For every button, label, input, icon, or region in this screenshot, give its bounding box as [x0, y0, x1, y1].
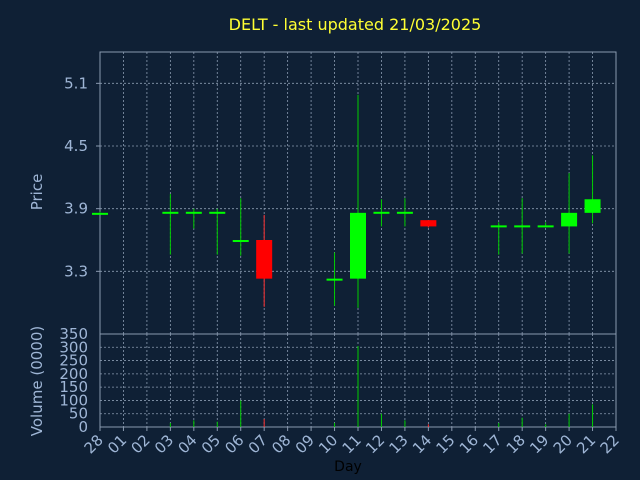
- volume-tick-label: 200: [59, 365, 88, 383]
- x-tick-label-03: 03: [151, 431, 177, 457]
- x-tick-label-12: 12: [362, 431, 388, 457]
- candle-body-05: [209, 211, 226, 214]
- x-tick-label-10: 10: [315, 431, 341, 457]
- x-tick-label-14: 14: [409, 431, 435, 457]
- candle-body-21: [584, 199, 601, 213]
- volume-tick-label: 100: [59, 391, 88, 409]
- x-tick-label-13: 13: [386, 431, 412, 457]
- x-tick-label-18: 18: [503, 431, 529, 457]
- volume-tick-label: 0: [78, 418, 88, 436]
- x-tick-label-11: 11: [339, 431, 365, 457]
- candle-body-19: [537, 225, 554, 228]
- candle-body-17: [490, 225, 507, 228]
- candle-body-14: [420, 220, 437, 227]
- candle-body-28: [92, 212, 108, 215]
- volume-tick-label: 150: [59, 378, 88, 396]
- x-tick-label-09: 09: [292, 431, 318, 457]
- x-tick-label-07: 07: [245, 431, 271, 457]
- x-tick-label-21: 21: [573, 431, 599, 457]
- candle-body-13: [396, 211, 413, 214]
- x-tick-label-04: 04: [174, 431, 200, 457]
- x-tick-label-02: 02: [128, 431, 154, 457]
- x-tick-label-22: 22: [597, 431, 623, 457]
- price-axis-label: Price: [28, 174, 46, 211]
- volume-tick-label: 250: [59, 352, 88, 370]
- x-tick-label-15: 15: [432, 431, 458, 457]
- x-tick-label-19: 19: [526, 431, 552, 457]
- x-axis-label: Day: [334, 459, 362, 475]
- candle-body-10: [326, 278, 343, 281]
- candle-body-11: [350, 212, 366, 279]
- x-tick-label-06: 06: [221, 431, 247, 457]
- x-tick-label-16: 16: [456, 431, 482, 457]
- price-tick-label: 5.1: [64, 74, 88, 92]
- x-tick-label-17: 17: [479, 431, 505, 457]
- price-tick-label: 4.5: [64, 137, 88, 155]
- candle-body-12: [373, 211, 390, 214]
- price-tick-label: 3.3: [64, 262, 88, 280]
- candle-body-06: [232, 240, 249, 242]
- price-panel: 3.3 3.9 4.5 5.1: [64, 51, 617, 335]
- price-tick-label: 3.9: [64, 200, 88, 218]
- volume-panel: 0501001502002503003502801020304050607080…: [59, 325, 622, 457]
- candle-body-03: [162, 211, 179, 214]
- candle-body-04: [185, 211, 202, 214]
- candle-body-07: [256, 240, 273, 279]
- x-tick-label-20: 20: [550, 431, 576, 457]
- x-tick-label-01: 01: [104, 431, 130, 457]
- chart-title: DELT - last updated 21/03/2025: [229, 15, 482, 34]
- volume-tick-label: 50: [69, 405, 88, 423]
- x-tick-label-05: 05: [198, 431, 224, 457]
- candle-body-18: [514, 225, 531, 228]
- volume-tick-label: 300: [59, 338, 88, 356]
- candle-body-20: [561, 212, 578, 227]
- x-tick-label-08: 08: [268, 431, 294, 457]
- volume-tick-label: 350: [59, 325, 88, 343]
- volume-axis-label: Volume (0000): [28, 326, 46, 436]
